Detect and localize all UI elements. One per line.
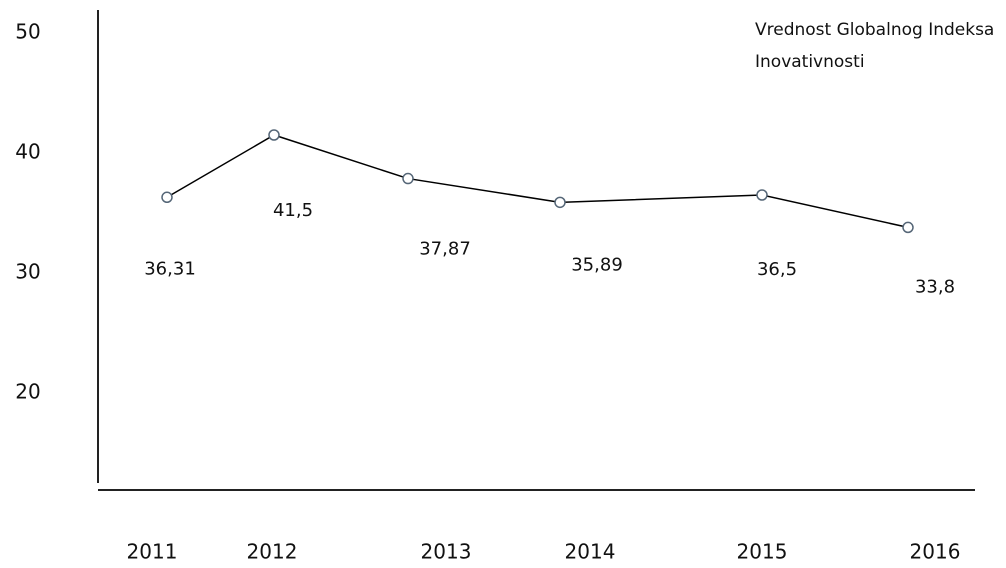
y-tick-label: 30 [15,260,40,284]
x-tick-label: 2014 [565,540,616,564]
data-label: 36,31 [144,258,196,279]
data-label: 36,5 [757,259,797,280]
x-tick-label: 2015 [737,540,788,564]
legend: Vrednost Globalnog Indeksa Inovativnosti [755,20,995,72]
y-tick-label: 50 [15,20,40,44]
marker [902,221,914,234]
marker [161,191,173,204]
data-label: 35,89 [571,254,623,275]
line [166,134,909,229]
marker [402,172,414,185]
marker [554,196,566,209]
x-tick-label: 2011 [127,540,178,564]
y-tick-label: 20 [15,380,40,404]
x-tick-label: 2013 [421,540,472,564]
data-label: 37,87 [419,239,471,260]
data-label: 33,8 [915,276,955,297]
y-tick-label: 40 [15,140,40,164]
marker [756,189,768,201]
marker [268,129,280,141]
x-tick-label: 2016 [910,540,961,564]
data-label: 41,5 [273,200,313,221]
x-tick-label: 2012 [247,540,298,564]
